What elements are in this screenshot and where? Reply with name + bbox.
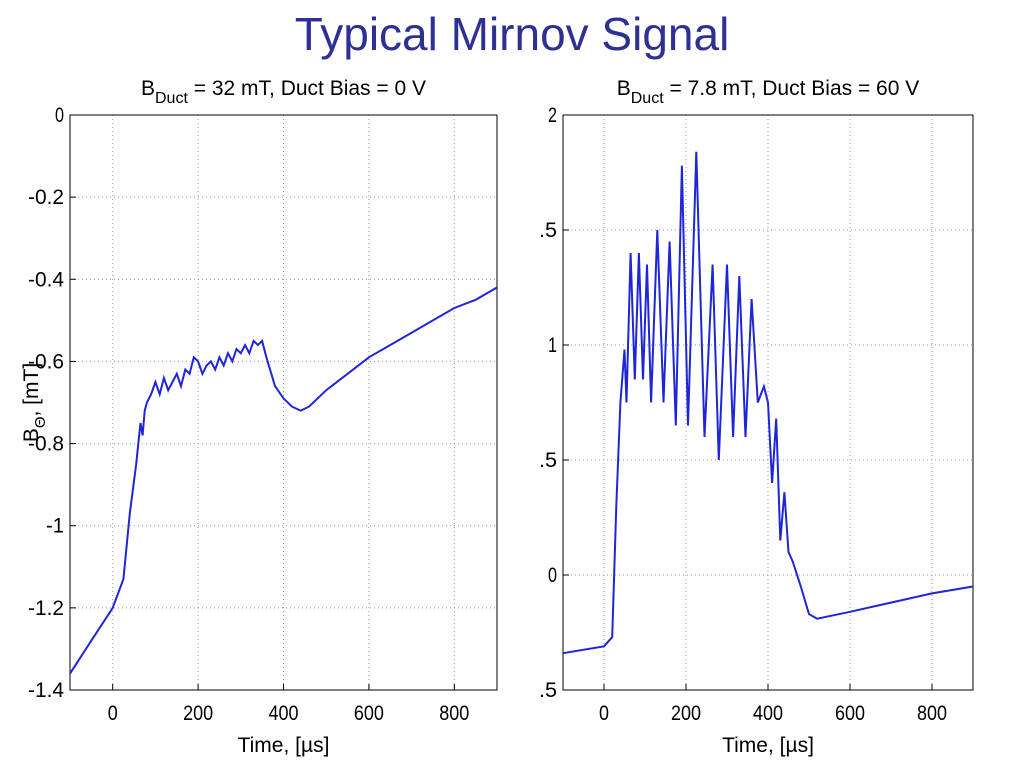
y-axis-label-rest: , [mT] bbox=[20, 363, 43, 417]
x-tick-label: 0 bbox=[599, 702, 609, 725]
chart-title: BDuct = 32 mT, Duct Bias = 0 V bbox=[141, 77, 426, 107]
y-axis-label-main: B bbox=[20, 428, 43, 442]
y-tick-label: 0 bbox=[548, 564, 557, 587]
chart-title-main: B bbox=[617, 77, 631, 100]
x-tick-label: 600 bbox=[354, 702, 384, 725]
x-tick-label: 600 bbox=[835, 702, 865, 725]
x-axis-label: Time, [µs] bbox=[722, 734, 814, 757]
x-tick-label: 800 bbox=[439, 702, 469, 725]
plot-frame bbox=[69, 114, 498, 691]
chart-title-main: B bbox=[141, 77, 155, 100]
y-tick-label: .5 bbox=[539, 219, 557, 242]
y-tick-label: -0.2 bbox=[28, 186, 64, 209]
y-tick-label: 2 bbox=[548, 104, 557, 127]
x-tick-label: 0 bbox=[108, 702, 118, 725]
plot-area bbox=[70, 115, 497, 690]
x-axis-label: Time, [µs] bbox=[238, 734, 330, 757]
y-tick-label: -1 bbox=[46, 515, 64, 538]
chart-title-rest: = 32 mT, Duct Bias = 0 V bbox=[188, 77, 426, 100]
y-tick-label: -0.6 bbox=[28, 350, 64, 373]
y-axis-label-sub: Θ bbox=[32, 416, 49, 428]
x-tick-label: 200 bbox=[183, 702, 213, 725]
chart-title-sub: Duct bbox=[631, 90, 664, 107]
y-tick-label: -0.8 bbox=[28, 433, 64, 456]
x-tick-label: 400 bbox=[753, 702, 783, 725]
y-tick-label: -1.4 bbox=[28, 679, 64, 702]
y-tick-label: .5 bbox=[539, 449, 557, 472]
signal-line bbox=[562, 151, 974, 655]
y-tick-label: 0 bbox=[55, 104, 64, 127]
x-tick-label: 800 bbox=[917, 702, 947, 725]
chart-title: BDuct = 7.8 mT, Duct Bias = 60 V bbox=[617, 77, 920, 107]
y-tick-label: .5 bbox=[539, 679, 557, 702]
chart-title-rest: = 7.8 mT, Duct Bias = 60 V bbox=[664, 77, 920, 100]
y-axis-label: BΘ, [mT] bbox=[20, 363, 49, 442]
x-tick-label: 400 bbox=[269, 702, 299, 725]
slide-title: Typical Mirnov Signal bbox=[295, 8, 730, 60]
chart-title-sub: Duct bbox=[155, 90, 188, 107]
plot-frame bbox=[562, 114, 974, 691]
x-tick-label: 200 bbox=[671, 702, 701, 725]
y-tick-label: -0.4 bbox=[28, 268, 64, 291]
y-tick-label: -1.2 bbox=[28, 597, 64, 620]
y-tick-label: 1 bbox=[548, 334, 557, 357]
signal-line bbox=[69, 286, 498, 675]
